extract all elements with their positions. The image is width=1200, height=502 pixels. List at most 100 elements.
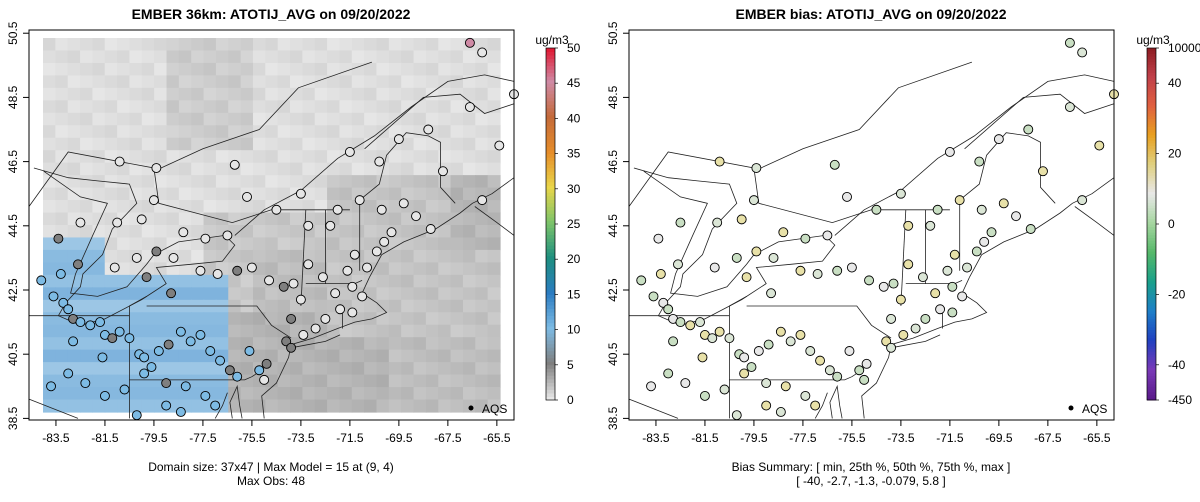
colorbar-step [546, 375, 555, 380]
obs-point [161, 400, 172, 411]
model-cell [104, 112, 118, 126]
model-cell [277, 162, 291, 176]
colorbar-step [546, 333, 555, 338]
model-cell [203, 337, 217, 351]
model-cell [117, 175, 131, 189]
model-cell [252, 299, 266, 313]
colorbar-step [1147, 294, 1156, 298]
colorbar-step [546, 343, 555, 348]
model-cell [401, 349, 415, 363]
colorbar-step [546, 234, 555, 239]
model-cell [425, 212, 439, 226]
obs-point [63, 368, 74, 379]
model-cell [228, 87, 242, 101]
x-tick-label: -77.5 [189, 431, 217, 445]
model-cell [178, 262, 192, 276]
model-cell [277, 75, 291, 89]
model-cell [425, 324, 439, 338]
model-cell [290, 262, 303, 276]
colorbar-step [546, 255, 555, 260]
bias-point [648, 291, 659, 302]
bias-point [775, 326, 786, 337]
model-cell [339, 100, 353, 114]
model-cell [277, 225, 291, 239]
colorbar-step [546, 266, 555, 271]
model-cell [388, 399, 402, 413]
obs-point [310, 323, 321, 334]
x-tick-label: -69.5 [985, 431, 1013, 445]
model-cell [141, 38, 155, 52]
colorbar-step [1147, 167, 1156, 171]
model-cell [265, 62, 279, 76]
model-cell [302, 387, 316, 401]
colorbar-step [1147, 186, 1156, 190]
model-cell [487, 87, 501, 101]
bias-point [761, 400, 772, 411]
model-cell [67, 125, 81, 139]
model-cell [55, 100, 69, 114]
model-cell [55, 112, 69, 126]
model-cell [252, 212, 266, 226]
model-cell [117, 374, 131, 388]
model-cell [413, 387, 427, 401]
model-cell [92, 87, 106, 101]
model-cell [203, 125, 217, 139]
x-tick-label: -81.5 [91, 431, 119, 445]
model-cell [364, 112, 378, 126]
model-cell [80, 399, 94, 413]
model-cell [364, 337, 378, 351]
model-cell [487, 262, 501, 276]
colorbar-step [1147, 88, 1156, 92]
model-cell [487, 125, 501, 139]
model-cell [302, 62, 316, 76]
model-cell [80, 200, 94, 214]
model-cell [376, 324, 390, 338]
colorbar-step [1147, 367, 1156, 371]
right-legend-marker [1068, 405, 1074, 411]
model-cell [265, 100, 279, 114]
obs-point [477, 47, 488, 58]
obs-point [494, 140, 505, 151]
model-cell [351, 237, 365, 251]
model-cell [129, 262, 143, 276]
model-cell [252, 187, 266, 201]
model-cell [104, 299, 118, 313]
model-cell [438, 137, 452, 151]
model-cell [166, 187, 180, 201]
model-cell [401, 212, 415, 226]
y-tick-label: 38.5 [6, 406, 20, 430]
model-cell [401, 262, 415, 276]
obs-point [376, 204, 387, 215]
model-cell [413, 175, 427, 189]
model-cell [376, 187, 390, 201]
obs-point [175, 326, 186, 337]
model-cell [129, 38, 143, 52]
bias-point [748, 195, 759, 206]
model-cell [290, 50, 303, 64]
obs-point [423, 124, 434, 135]
model-cell [462, 287, 476, 301]
model-cell [290, 237, 303, 251]
model-cell [265, 212, 279, 226]
x-tick-label: -79.5 [140, 431, 168, 445]
model-cell [215, 75, 229, 89]
model-cell [364, 374, 378, 388]
bias-point [761, 378, 772, 389]
model-cell [438, 299, 452, 313]
model-cell [487, 212, 501, 226]
model-cell [141, 137, 155, 151]
colorbar-step [546, 150, 555, 155]
colorbar-step [546, 171, 555, 176]
model-cell [364, 349, 378, 363]
colorbar-step [1147, 56, 1156, 60]
model-cell [265, 237, 279, 251]
colorbar-step [1147, 202, 1156, 206]
model-cell [43, 137, 56, 151]
model-cell [265, 324, 279, 338]
bias-point [886, 313, 897, 324]
bias-point [675, 217, 686, 228]
model-cell [55, 337, 69, 351]
left-y-axis: 38.5 40.5 42.5 44.5 46.5 48.5 50.5 [6, 21, 29, 430]
model-cell [92, 287, 106, 301]
colorbar-step [1147, 69, 1156, 73]
